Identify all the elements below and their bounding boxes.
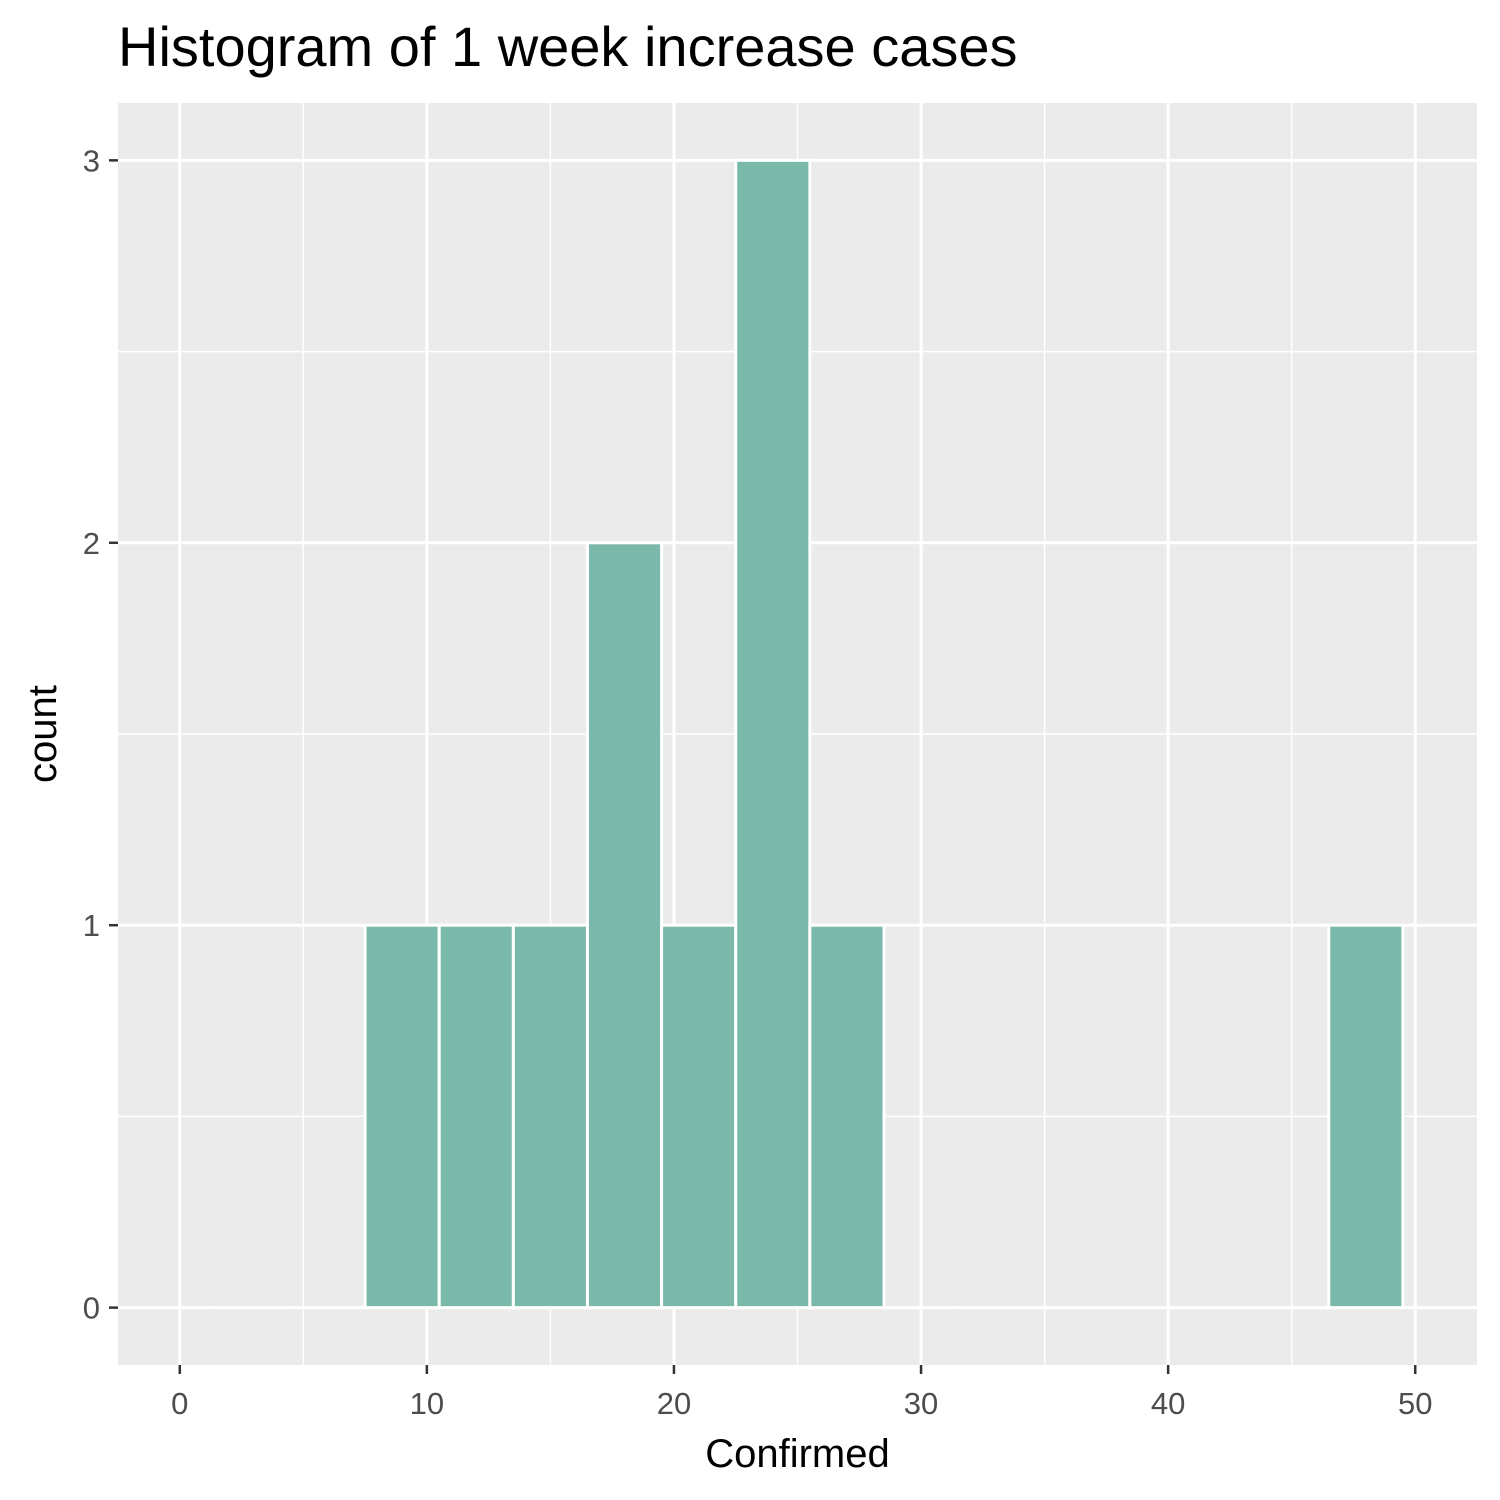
y-tick-label: 0	[83, 1291, 100, 1326]
y-tick-label: 3	[83, 143, 100, 178]
x-tick-label: 0	[171, 1386, 188, 1421]
x-axis-title: Confirmed	[705, 1432, 890, 1476]
x-tick-label: 30	[904, 1386, 938, 1421]
x-tick-label: 40	[1151, 1386, 1185, 1421]
x-tick-label: 20	[657, 1386, 691, 1421]
y-tick-label: 2	[83, 526, 100, 561]
y-axis-title: count	[21, 685, 65, 783]
histogram-bar	[437, 923, 515, 1310]
histogram-bar	[808, 923, 886, 1310]
histogram-bar	[734, 158, 812, 1310]
histogram-bars	[215, 158, 1405, 1310]
histogram-bar	[511, 923, 589, 1310]
y-tick-label: 1	[83, 908, 100, 943]
histogram-bar	[585, 541, 664, 1310]
x-axis: 0 10 20 30 40 50	[171, 1365, 1432, 1421]
histogram-bar	[363, 923, 441, 1310]
x-tick-label: 50	[1398, 1386, 1432, 1421]
chart-title: Histogram of 1 week increase cases	[118, 15, 1018, 78]
histogram-bar	[660, 923, 738, 1310]
x-tick-label: 10	[410, 1386, 444, 1421]
y-axis: 0 1 2 3	[83, 143, 118, 1326]
histogram-bar	[1327, 923, 1405, 1310]
